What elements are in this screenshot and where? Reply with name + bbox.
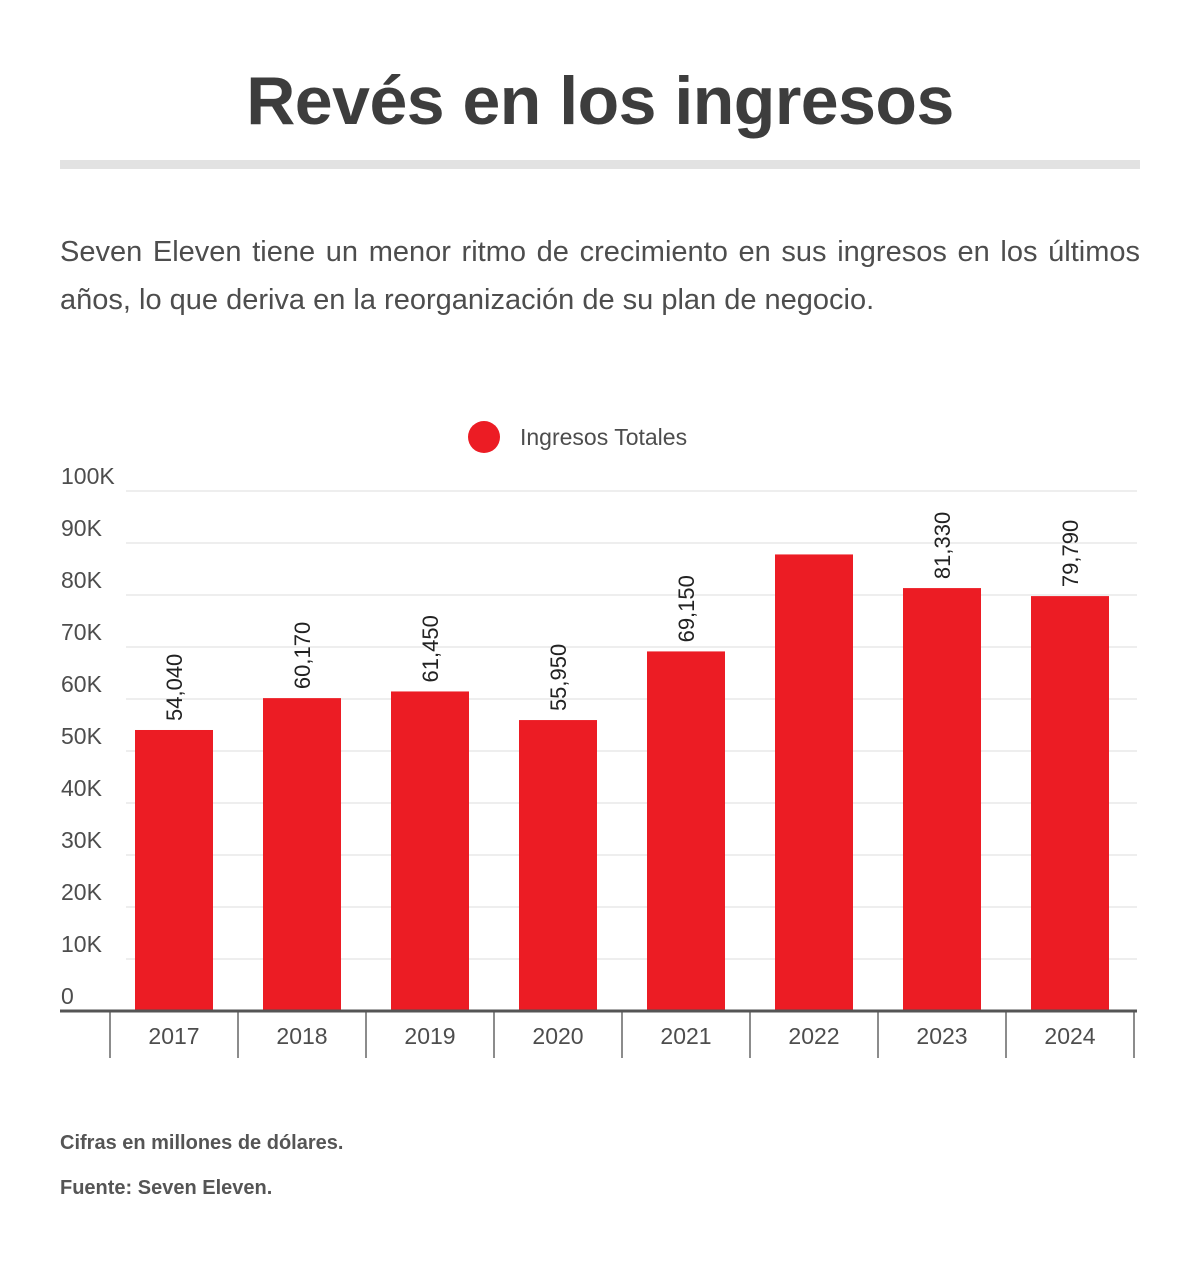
- data-label: 81,330: [930, 512, 955, 579]
- y-tick-label: 80K: [61, 567, 103, 593]
- source-note: Fuente: Seven Eleven.: [60, 1177, 273, 1199]
- bar: [1031, 596, 1109, 1011]
- units-note: Cifras en millones de dólares.: [60, 1132, 344, 1154]
- y-tick-label: 90K: [61, 515, 103, 541]
- y-tick-label: 40K: [61, 775, 103, 801]
- bar-chart: 0 10K 20K 30K 40K 50K 60K 70K 80K 90K 100K 54,040 20…: [60, 463, 1137, 1058]
- chart-subtitle: Seven Eleven tiene un menor ritmo de cre…: [60, 236, 1140, 316]
- y-tick-label: 70K: [61, 619, 103, 645]
- x-tick-label: 2022: [788, 1023, 839, 1049]
- data-label: 79,790: [1058, 520, 1083, 587]
- legend: Ingresos Totales: [468, 420, 687, 454]
- y-tick-label: 100K: [61, 463, 115, 489]
- bar: [775, 554, 853, 1011]
- x-tick-label: 2024: [1044, 1023, 1095, 1049]
- bar: [903, 588, 981, 1011]
- data-label: 55,950: [546, 644, 571, 711]
- y-tick-label: 10K: [61, 931, 103, 957]
- bar: [519, 720, 597, 1011]
- y-tick-label: 30K: [61, 827, 103, 853]
- bar: [647, 651, 725, 1011]
- x-tick-label: 2017: [148, 1023, 199, 1049]
- data-label: 60,170: [290, 622, 315, 689]
- y-tick-label: 60K: [61, 671, 103, 697]
- data-label: 54,040: [162, 654, 187, 721]
- x-tick-label: 2020: [532, 1023, 583, 1049]
- x-tick-label: 2019: [404, 1023, 455, 1049]
- y-tick-label: 0: [61, 983, 74, 1009]
- data-label: 69,150: [674, 575, 699, 642]
- data-label: 61,450: [418, 615, 443, 682]
- x-tick-label: 2023: [916, 1023, 967, 1049]
- y-tick-label: 50K: [61, 723, 103, 749]
- chart-title: Revés en los ingresos: [246, 63, 954, 139]
- x-tick-label: 2018: [276, 1023, 327, 1049]
- y-tick-label: 20K: [61, 879, 103, 905]
- legend-label: Ingresos Totales: [520, 423, 688, 450]
- title-divider: [60, 160, 1140, 169]
- bar: [263, 698, 341, 1011]
- legend-marker: [468, 421, 500, 453]
- bar: [391, 691, 469, 1011]
- bar: [135, 729, 213, 1011]
- x-tick-label: 2021: [660, 1023, 711, 1049]
